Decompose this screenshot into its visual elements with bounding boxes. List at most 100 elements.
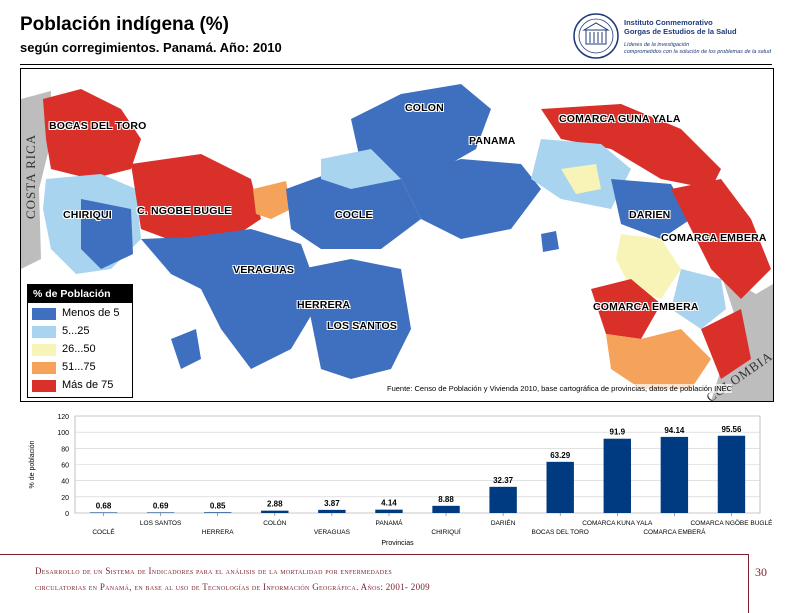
x-tick-label: COMARCA KUNA YALA: [582, 520, 653, 527]
map-label-cocle: COCLE: [335, 209, 373, 221]
map-source: Fuente: Censo de Población y Vivienda 20…: [387, 384, 733, 393]
region-darien-yellow: [561, 164, 601, 194]
map-label-darien: DARIEN: [629, 209, 671, 221]
x-tick-label: DARIÉN: [491, 518, 516, 527]
footer-line1: Desarrollo de un Sistema de Indicadores …: [35, 566, 393, 576]
map-label-herrera: HERRERA: [297, 299, 351, 311]
institute-name-line2: Gorgas de Estudios de la Salud: [624, 27, 737, 36]
x-axis-label: Provincias: [381, 540, 414, 547]
y-tick-label: 40: [61, 479, 69, 486]
legend-label: Menos de 5: [62, 307, 120, 319]
page-subtitle: según corregimientos. Panamá. Año: 2010: [20, 40, 282, 55]
y-axis-label: % de población: [29, 440, 36, 488]
country-label-costa-rica: COSTA RICA: [23, 133, 38, 219]
region-darien-light-south: [671, 269, 726, 329]
legend-swatch: [32, 380, 56, 392]
x-tick-label: COLÓN: [263, 518, 286, 527]
footer-frame: [0, 554, 749, 613]
bar-value-label: 2.88: [267, 500, 283, 509]
x-tick-label: HERRERA: [202, 529, 234, 536]
legend-swatch: [32, 344, 56, 356]
bar: [432, 505, 460, 513]
x-tick-label: CHIRIQUÍ: [431, 527, 460, 536]
bar-value-label: 94.14: [664, 426, 685, 435]
bar: [146, 512, 175, 513]
region-guna-yala: [541, 104, 721, 189]
map-label-ngobe: C. NGOBE BUGLE: [137, 205, 232, 217]
map-label-chiriqui: CHIRIQUI: [63, 209, 112, 221]
bar: [717, 435, 746, 513]
legend-swatch: [32, 362, 56, 374]
region-herrera-lossantos: [301, 259, 411, 379]
bar-value-label: 32.37: [493, 476, 514, 485]
region-island-blue: [541, 231, 559, 252]
page-title: Población indígena (%): [20, 14, 230, 35]
region-panama: [401, 159, 541, 239]
costa-rica-shape: [21, 91, 51, 269]
institute-logo: Instituto Conmemorativo Gorgas de Estudi…: [572, 12, 777, 62]
region-darien-orange: [606, 329, 711, 389]
bar-value-label: 4.14: [381, 499, 397, 508]
y-tick-label: 100: [57, 430, 69, 437]
region-bocas: [43, 89, 141, 179]
bar-value-label: 0.69: [153, 501, 169, 510]
choropleth-map: COSTA RICA COLOMBIA BOCAS DEL TORO COLON…: [20, 68, 774, 402]
bar-chart-svg: 0 20 40 60 80 100 120 % de población 0.68 COCLÉ 0.…: [29, 414, 773, 547]
x-tick-label: COMARCA NGÖBE BUGLÉ: [690, 518, 772, 527]
region-colon: [351, 84, 491, 179]
bar: [204, 512, 232, 513]
map-label-embera-2: COMARCA EMBERA: [593, 301, 699, 313]
legend-label: 51...75: [62, 361, 96, 373]
institute-seal-icon: [573, 13, 619, 59]
y-tick-label: 80: [61, 446, 69, 453]
bar-value-label: 0.85: [210, 501, 226, 510]
region-darien-blue: [611, 179, 691, 239]
bar: [489, 486, 517, 513]
bar: [375, 509, 403, 513]
institute-tagline2: comprometidos con la solución de los pro…: [624, 49, 772, 55]
map-legend: % de Población Menos de 5 5...25 26...50…: [27, 284, 133, 398]
region-darien-red-south: [701, 309, 751, 379]
bar-chart: 0 20 40 60 80 100 120 % de población 0.68 COCLÉ 0.…: [20, 406, 773, 552]
bar: [89, 512, 118, 513]
legend-label: 5...25: [62, 325, 90, 337]
x-tick-label: BOCAS DEL TORO: [532, 529, 589, 536]
region-embera-east: [671, 179, 771, 299]
region-ngobe: [131, 154, 261, 244]
legend-title: % de Población: [28, 285, 132, 303]
legend-swatch: [32, 326, 56, 338]
bar: [261, 510, 289, 513]
region-embera-south: [591, 279, 661, 339]
institute-name-line1: Instituto Conmemorativo: [624, 18, 713, 27]
region-panama-light: [321, 149, 401, 189]
x-tick-label: PANAMÁ: [375, 518, 403, 527]
map-label-colon: COLON: [405, 102, 444, 114]
region-azuero-island: [171, 329, 201, 369]
institute-tagline1: Líderes de la investigación: [624, 42, 690, 48]
page-number: 30: [755, 565, 767, 579]
x-tick-label: COCLÉ: [92, 527, 115, 536]
legend-swatch: [32, 308, 56, 320]
bar-value-label: 91.9: [610, 428, 626, 437]
x-tick-label: COMARCA EMBERÁ: [643, 527, 706, 536]
map-label-veraguas: VERAGUAS: [233, 264, 295, 276]
footer-line2: circulatorias en Panamá, en base al uso …: [35, 582, 430, 592]
y-tick-label: 0: [65, 511, 69, 518]
region-orange-west: [253, 181, 291, 219]
region-cocle: [286, 169, 421, 249]
bar: [660, 436, 689, 513]
map-label-los-santos: LOS SANTOS: [327, 320, 398, 332]
map-label-bocas: BOCAS DEL TORO: [49, 120, 147, 132]
bar: [546, 461, 574, 513]
panama-map-graphic: [21, 84, 773, 401]
y-tick-label: 60: [61, 463, 69, 470]
x-tick-label: LOS SANTOS: [140, 520, 182, 527]
bar: [603, 438, 631, 513]
bar-value-label: 3.87: [324, 499, 340, 508]
region-veraguas: [141, 229, 321, 369]
map-label-panama: PANAMA: [469, 135, 516, 147]
bar: [318, 509, 346, 513]
legend-label: 26...50: [62, 343, 96, 355]
bar-value-label: 63.29: [550, 451, 571, 460]
y-tick-label: 120: [57, 414, 69, 421]
